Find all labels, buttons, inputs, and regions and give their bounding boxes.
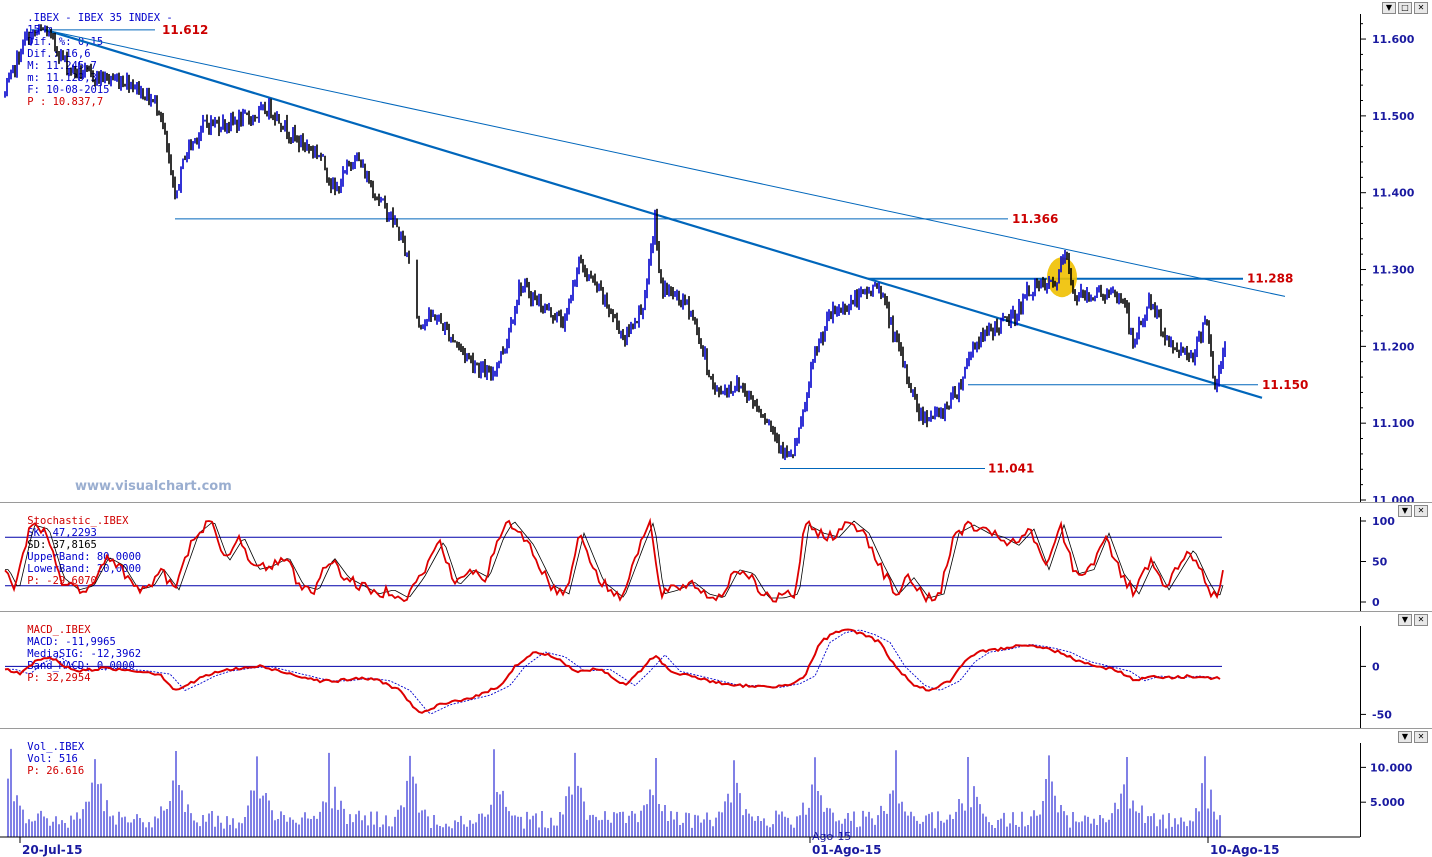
price-window-controls: ▼ □ ✕ bbox=[1382, 2, 1428, 14]
macd-axis-label: 0 bbox=[1372, 660, 1380, 673]
stochastic-chart: 100 50 0 bbox=[4, 515, 1395, 609]
close-button[interactable]: ✕ bbox=[1414, 614, 1428, 626]
price-axis-label: 11.400 bbox=[1372, 187, 1415, 200]
panel-separator bbox=[0, 502, 1432, 503]
vol-value: Vol: 516 bbox=[27, 753, 78, 765]
macd-signal-line bbox=[5, 629, 1220, 715]
min-label: m: 11.129,3 bbox=[27, 72, 97, 84]
stoch-axis-label: 100 bbox=[1372, 515, 1395, 528]
stoch-window-controls: ▼ ✕ bbox=[1398, 505, 1428, 517]
minimize-button[interactable]: ▼ bbox=[1398, 614, 1412, 626]
panel-separator bbox=[0, 611, 1432, 612]
macd-header: MACD_.IBEX MACD: -11,9965 MediaSIG: -12,… bbox=[2, 612, 141, 696]
macd-chart: 0 -50 bbox=[4, 628, 1392, 721]
stoch-sd-line bbox=[5, 520, 1224, 599]
level-label: 11.150 bbox=[1262, 378, 1308, 392]
vol-axis-line bbox=[1360, 743, 1361, 837]
stochastic-panel: Stochastic_.IBEX SK: 47,2293 SD: 37,8165… bbox=[0, 503, 1432, 611]
minimize-button[interactable]: ▼ bbox=[1398, 731, 1412, 743]
macd-line bbox=[4, 628, 1221, 714]
price-panel: .IBEX - IBEX 35 INDEX - 15 m Dif. %: 0,1… bbox=[2, 0, 1428, 502]
stoch-axis-label: 0 bbox=[1372, 596, 1380, 609]
close-button[interactable]: ✕ bbox=[1414, 2, 1428, 14]
macd-value: MACD: -11,9965 bbox=[27, 636, 116, 648]
level-label: 11.366 bbox=[1012, 212, 1058, 226]
price-axis-label: 11.300 bbox=[1372, 264, 1415, 277]
macd-p: P: 32,2954 bbox=[27, 672, 91, 684]
date-label: 20-Jul-15 bbox=[22, 843, 82, 857]
vol-axis-label: 10.000 bbox=[1370, 761, 1413, 774]
macd-signal: MediaSIG: -12,3962 bbox=[27, 648, 142, 660]
stoch-header: Stochastic_.IBEX SK: 47,2293 SD: 37,8165… bbox=[2, 503, 141, 599]
stoch-axis-line bbox=[1360, 517, 1361, 611]
macd-axis-label: -50 bbox=[1372, 708, 1392, 721]
minimize-button[interactable]: ▼ bbox=[1382, 2, 1396, 14]
vol-header: Vol_.IBEX Vol: 516 P: 26.616 bbox=[2, 729, 84, 789]
stoch-sk: SK: 47,2293 bbox=[27, 527, 97, 539]
stoch-axis-label: 50 bbox=[1372, 556, 1388, 569]
macd-name: MACD_.IBEX bbox=[27, 624, 91, 636]
level-label: 11.612 bbox=[162, 23, 208, 37]
price-header: .IBEX - IBEX 35 INDEX - 15 m Dif. %: 0,1… bbox=[2, 0, 173, 120]
trendline bbox=[44, 29, 1286, 297]
stoch-name: Stochastic_.IBEX bbox=[27, 515, 129, 527]
vol-p: P: 26.616 bbox=[27, 765, 85, 777]
macd-panel: MACD_.IBEX MACD: -11,9965 MediaSIG: -12,… bbox=[0, 612, 1432, 728]
dif-label: Dif.: 16,6 bbox=[27, 48, 91, 60]
date-label: 10-Ago-15 bbox=[1210, 843, 1279, 857]
maximize-button[interactable]: □ bbox=[1398, 2, 1412, 14]
close-button[interactable]: ✕ bbox=[1414, 731, 1428, 743]
close-button[interactable]: ✕ bbox=[1414, 505, 1428, 517]
date-label: F: 10-08-2015 bbox=[27, 84, 110, 96]
price-axis-label: 11.200 bbox=[1372, 340, 1415, 353]
stoch-lower: LowerBand: 20,0000 bbox=[27, 563, 142, 575]
vol-name: Vol_.IBEX bbox=[27, 741, 85, 753]
minimize-button[interactable]: ▼ bbox=[1398, 505, 1412, 517]
macd-window-controls: ▼ ✕ bbox=[1398, 614, 1428, 626]
trendline bbox=[44, 28, 1263, 399]
price-axis-label: 11.000 bbox=[1372, 494, 1415, 502]
date-label: 01-Ago-15 bbox=[812, 843, 881, 857]
volume-panel: Vol_.IBEX Vol: 516 P: 26.616 ▼ ✕ 10.000 5… bbox=[0, 729, 1432, 857]
watermark: www.visualchart.com bbox=[75, 479, 232, 494]
vol-window-controls: ▼ ✕ bbox=[1398, 731, 1428, 743]
price-axis-label: 11.100 bbox=[1372, 417, 1415, 430]
price-axis-line bbox=[1360, 14, 1361, 502]
stoch-sd: SD: 37,8165 bbox=[27, 539, 97, 551]
stoch-p: P: -29,6070 bbox=[27, 575, 97, 587]
price-chart: www.visualchart.com 11.600 11.500 11.400 11… bbox=[4, 23, 1415, 502]
price-axis-label: 11.500 bbox=[1372, 110, 1415, 123]
date-mid-label: Ago-15 bbox=[812, 830, 851, 843]
macd-axis-line bbox=[1360, 626, 1361, 728]
stoch-sk-line bbox=[4, 517, 1224, 604]
price-label: P : 10.837,7 bbox=[27, 96, 104, 108]
price-axis-label: 11.600 bbox=[1372, 33, 1415, 46]
level-label: 11.288 bbox=[1247, 272, 1293, 286]
panel-separator bbox=[0, 728, 1432, 729]
level-label: 11.041 bbox=[988, 462, 1034, 476]
vol-axis-label: 5.000 bbox=[1370, 796, 1405, 809]
volume-chart: 10.000 5.000 20-Jul-15 01-Ago-15 10-Ago-15 Ag… bbox=[0, 748, 1413, 857]
symbol-label: .IBEX - IBEX 35 INDEX - bbox=[27, 12, 173, 24]
